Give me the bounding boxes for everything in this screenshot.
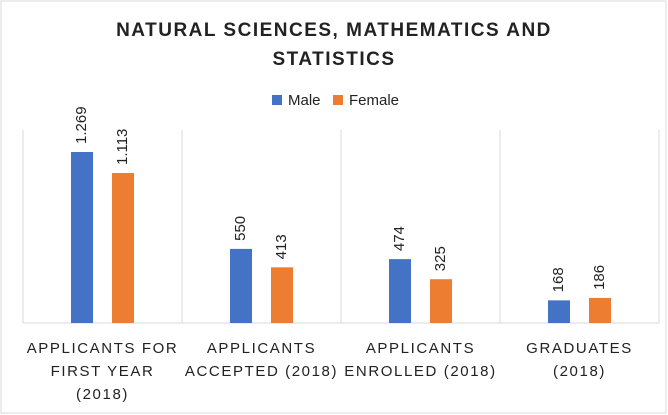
data-label: 186 (591, 265, 608, 290)
bar (71, 152, 93, 323)
bar (112, 173, 134, 323)
chart-title: NATURAL SCIENCES, MATHEMATICS AND STATIS… (116, 20, 552, 70)
legend-label: Male (288, 92, 321, 109)
legend-swatch (333, 95, 343, 105)
legend-label: Female (349, 92, 399, 109)
legend-swatch (272, 95, 282, 105)
bar (430, 279, 452, 323)
data-label: 550 (232, 216, 249, 241)
x-tick-label: APPLICANTS FOR FIRST YEAR (2018) (26, 340, 179, 403)
bar (230, 248, 252, 323)
data-label: 325 (432, 246, 449, 271)
bar (589, 297, 611, 323)
x-tick-label: APPLICANTS ACCEPTED (2018) (184, 340, 339, 380)
data-label: 474 (391, 226, 408, 251)
data-label: 168 (550, 267, 567, 292)
bar (271, 267, 293, 323)
data-label: 1.113 (114, 129, 131, 165)
bar (389, 259, 411, 323)
data-label: 413 (273, 234, 290, 259)
bar (548, 300, 570, 323)
data-label: 1.269 (73, 106, 90, 144)
x-tick-label: GRADUATES (2018) (526, 340, 633, 380)
x-tick-label: APPLICANTS ENROLLED (2018) (344, 340, 497, 380)
